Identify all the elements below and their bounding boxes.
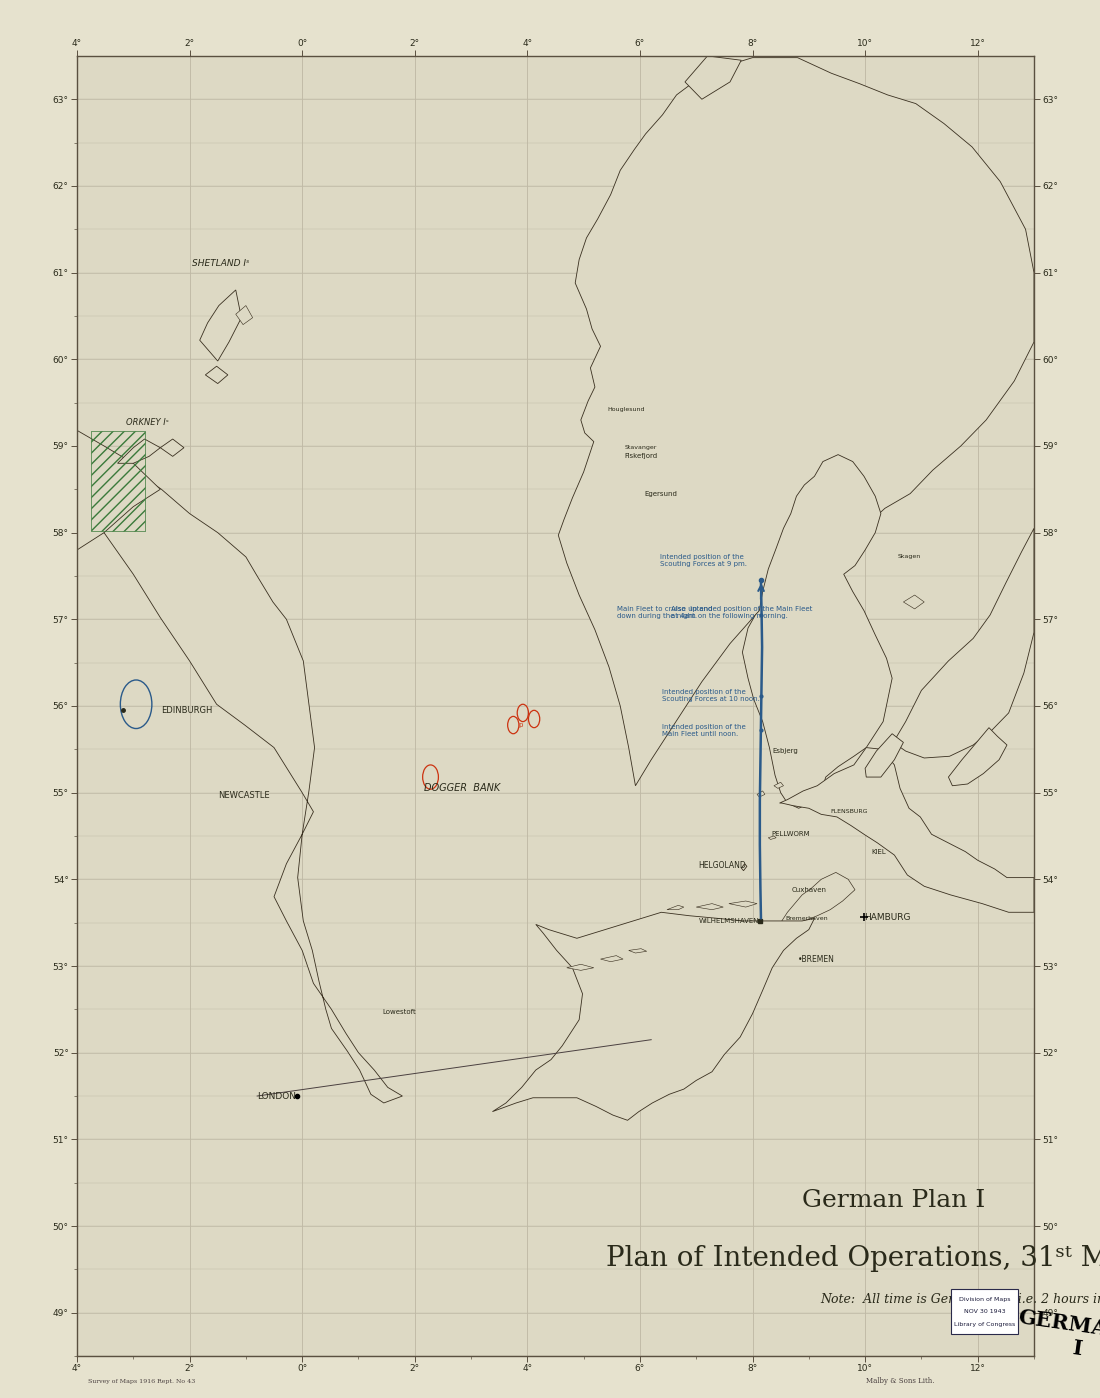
Polygon shape bbox=[729, 902, 757, 907]
Text: HAMBURG: HAMBURG bbox=[864, 913, 911, 921]
Polygon shape bbox=[601, 956, 623, 962]
Text: German Plan I: German Plan I bbox=[802, 1188, 984, 1212]
Polygon shape bbox=[893, 528, 1034, 758]
Text: HELGOLAND: HELGOLAND bbox=[698, 861, 746, 870]
Polygon shape bbox=[559, 57, 1034, 786]
Text: EDINBURGH: EDINBURGH bbox=[162, 706, 212, 714]
Polygon shape bbox=[667, 906, 684, 910]
Polygon shape bbox=[768, 836, 777, 839]
Text: Division of Maps: Division of Maps bbox=[959, 1297, 1010, 1302]
Text: Skagen: Skagen bbox=[898, 555, 921, 559]
Polygon shape bbox=[774, 783, 783, 788]
Text: Esbjerg: Esbjerg bbox=[772, 748, 798, 754]
Text: Houglesund: Houglesund bbox=[607, 407, 645, 412]
Polygon shape bbox=[77, 470, 403, 1103]
Text: •BREMEN: •BREMEN bbox=[798, 955, 835, 965]
Text: p: p bbox=[518, 721, 522, 728]
Polygon shape bbox=[493, 913, 814, 1120]
Text: WILHELMSHAVEN: WILHELMSHAVEN bbox=[698, 918, 759, 924]
Text: Plan of Intended Operations, 31ˢᵗ May.: Plan of Intended Operations, 31ˢᵗ May. bbox=[606, 1246, 1100, 1272]
Polygon shape bbox=[685, 56, 741, 99]
Text: LONDON: LONDON bbox=[257, 1092, 297, 1100]
Text: Note:  All time is German time i.e. 2 hours in advance of G.M.T.: Note: All time is German time i.e. 2 hou… bbox=[821, 1293, 1100, 1306]
Bar bbox=[950, 1289, 1019, 1335]
Polygon shape bbox=[118, 439, 161, 463]
Polygon shape bbox=[741, 864, 747, 871]
Polygon shape bbox=[757, 791, 764, 797]
Polygon shape bbox=[742, 454, 892, 808]
Text: SHETLAND Iˢ: SHETLAND Iˢ bbox=[191, 259, 250, 268]
Text: GERMAN: GERMAN bbox=[1016, 1307, 1100, 1342]
Text: Malby & Sons Lith.: Malby & Sons Lith. bbox=[867, 1377, 935, 1385]
Text: ORKNEY Iˢ: ORKNEY Iˢ bbox=[125, 418, 168, 426]
Polygon shape bbox=[206, 366, 228, 383]
Polygon shape bbox=[566, 965, 594, 970]
Polygon shape bbox=[161, 439, 184, 456]
Text: NOV 30 1943: NOV 30 1943 bbox=[964, 1310, 1005, 1314]
Polygon shape bbox=[865, 734, 903, 777]
Bar bbox=[91, 431, 144, 531]
Text: Intended position of the
Scouting Forces at 10 noon.: Intended position of the Scouting Forces… bbox=[662, 689, 760, 702]
Polygon shape bbox=[0, 431, 161, 575]
Text: Cuxhaven: Cuxhaven bbox=[792, 886, 827, 893]
Polygon shape bbox=[200, 289, 241, 361]
Text: FLENSBURG: FLENSBURG bbox=[830, 809, 868, 814]
Text: Lowestoft: Lowestoft bbox=[382, 1009, 416, 1015]
Text: Egersund: Egersund bbox=[645, 491, 678, 496]
Text: Bremerhaven: Bremerhaven bbox=[785, 916, 828, 921]
Polygon shape bbox=[782, 872, 855, 923]
Text: Intended position of the
Scouting Forces at 9 pm.: Intended position of the Scouting Forces… bbox=[660, 554, 747, 566]
Polygon shape bbox=[948, 728, 1006, 786]
Text: Survey of Maps 1916 Rept. No 43: Survey of Maps 1916 Rept. No 43 bbox=[88, 1378, 196, 1384]
Polygon shape bbox=[235, 306, 253, 324]
Polygon shape bbox=[629, 949, 647, 953]
Text: Fiskefjord: Fiskefjord bbox=[624, 453, 658, 460]
Text: KIEL: KIEL bbox=[872, 849, 887, 854]
Polygon shape bbox=[780, 748, 1034, 913]
Text: Intended position of the
Main Fleet until noon.: Intended position of the Main Fleet unti… bbox=[662, 724, 746, 737]
Text: Library of Congress: Library of Congress bbox=[954, 1323, 1015, 1327]
Text: Main Fleet to cruise up and
down during the night.: Main Fleet to cruise up and down during … bbox=[617, 605, 713, 619]
Text: PELLWORM: PELLWORM bbox=[771, 832, 810, 837]
Polygon shape bbox=[696, 903, 724, 910]
Text: DOGGER  BANK: DOGGER BANK bbox=[425, 783, 500, 793]
Text: Stavanger: Stavanger bbox=[624, 445, 657, 450]
Polygon shape bbox=[903, 596, 924, 610]
Text: I: I bbox=[1071, 1338, 1085, 1359]
Text: Also  Intended position of the Main Fleet
at 4am on the following morning.: Also Intended position of the Main Fleet… bbox=[671, 605, 812, 619]
Text: NEWCASTLE: NEWCASTLE bbox=[218, 791, 270, 800]
